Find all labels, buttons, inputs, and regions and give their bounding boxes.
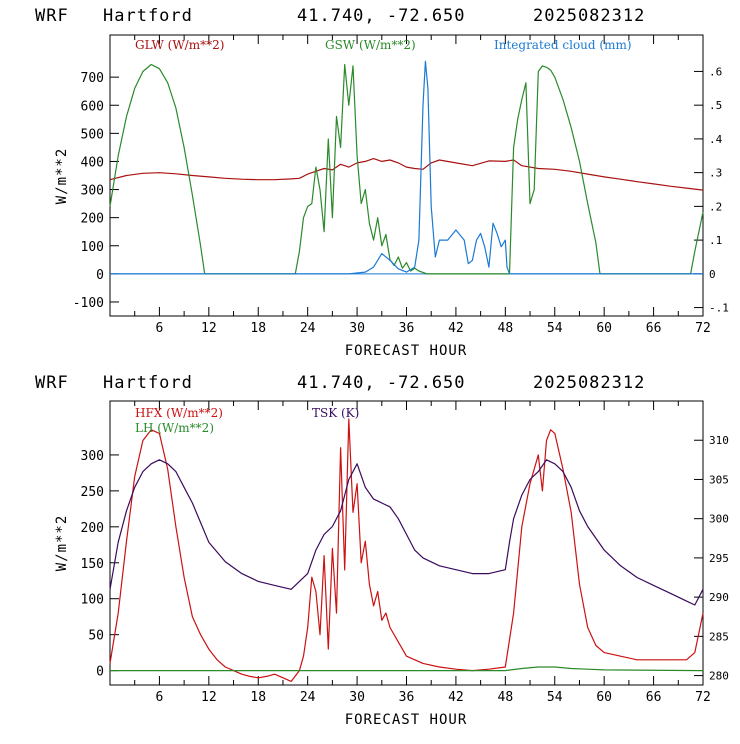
y-tick-label: 0 <box>96 665 104 680</box>
chart-2-x-axis-label: FORECAST HOUR <box>345 712 468 728</box>
header-model: WRF <box>35 6 69 26</box>
y-tick-label: 0 <box>96 268 104 283</box>
x-tick-label: 54 <box>547 321 563 336</box>
chart-2-x-tick-labels: 6 12 18 24 30 36 42 48 54 60 66 72 <box>156 690 711 705</box>
series-line-integrated <box>110 60 703 275</box>
header-init-time: 2025082312 <box>533 6 645 26</box>
chart-2-header: WRF Hartford 41.740, -72.650 2025082312 <box>35 373 645 393</box>
series-line-gsw <box>109 63 704 275</box>
y-tick-label: 500 <box>81 127 104 142</box>
x-tick-label: 36 <box>399 321 415 336</box>
chart-1-x-axis-label: FORECAST HOUR <box>345 343 468 359</box>
x-tick-label: 42 <box>448 321 464 336</box>
y-tick-label: -100 <box>73 296 104 311</box>
x-tick-label: 6 <box>156 321 164 336</box>
legend-gsw: GSW (W/m**2) <box>325 38 416 52</box>
chart-2-y-tick-labels: 0 50 100 150 200 250 300 <box>81 449 104 680</box>
header-location-2: Hartford <box>103 373 193 393</box>
series-line-glw <box>109 158 704 191</box>
x-tick-label: 72 <box>695 690 711 705</box>
x-tick-label: 42 <box>448 690 464 705</box>
y-tick-label: 300 <box>81 449 104 464</box>
series-line-lh <box>110 666 704 672</box>
x-tick-label: 60 <box>596 690 612 705</box>
y-tick-label: 150 <box>81 557 104 572</box>
x-tick-label: 6 <box>156 690 164 705</box>
x-tick-label: 30 <box>349 321 365 336</box>
y-tick-label: 400 <box>81 155 104 170</box>
header-init-time-2: 2025082312 <box>533 373 645 393</box>
header-model-2: WRF <box>35 373 69 393</box>
y2-tick-label: 290 <box>709 591 729 604</box>
y-tick-label: 100 <box>81 240 104 255</box>
x-tick-label: 36 <box>399 690 415 705</box>
header-coords-2: 41.740, -72.650 <box>297 373 466 393</box>
y2-tick-label: .4 <box>709 133 723 146</box>
chart-2-frame <box>109 400 704 686</box>
series-line-tsk <box>109 459 704 606</box>
legend-lh: LH (W/m**2) <box>135 421 214 435</box>
header-location: Hartford <box>103 6 193 26</box>
chart-2-series <box>109 418 704 683</box>
y-tick-label: 250 <box>81 485 104 500</box>
y2-tick-label: 280 <box>709 670 729 683</box>
x-tick-label: 30 <box>349 690 365 705</box>
header-coords: 41.740, -72.650 <box>297 6 466 26</box>
y2-tick-label: 300 <box>709 513 729 526</box>
legend-hfx: HFX (W/m**2) <box>135 406 223 420</box>
x-tick-label: 24 <box>300 690 316 705</box>
legend-tsk: TSK (K) <box>312 406 359 420</box>
x-tick-label: 48 <box>498 690 514 705</box>
chart-2-flux-temperature: 0 50 100 150 200 250 300 280 285 290 295 300 305 310… <box>54 400 729 728</box>
legend-integrated-cloud: Integrated cloud (mm) <box>494 38 632 52</box>
y2-tick-label: 295 <box>709 552 729 565</box>
chart-1-header: WRF Hartford 41.740, -72.650 2025082312 <box>35 6 645 26</box>
x-tick-label: 60 <box>596 321 612 336</box>
y-tick-label: 50 <box>88 629 104 644</box>
x-tick-label: 12 <box>201 690 217 705</box>
y2-tick-label: 0 <box>709 268 716 281</box>
y-tick-label: 100 <box>81 593 104 608</box>
series-line-hfx <box>109 418 704 683</box>
x-tick-label: 66 <box>646 321 662 336</box>
chart-2-y-axis-label: W/m**2 <box>54 515 70 572</box>
y2-tick-label: .2 <box>709 200 722 213</box>
y2-tick-label: .5 <box>709 99 722 112</box>
x-tick-label: 72 <box>695 321 711 336</box>
y2-tick-label: 310 <box>709 434 729 447</box>
chart-1-y-axis-label: W/m**2 <box>54 148 70 205</box>
y2-tick-label: .6 <box>709 65 722 78</box>
x-tick-label: 66 <box>646 690 662 705</box>
x-tick-label: 18 <box>250 321 266 336</box>
x-tick-label: 24 <box>300 321 316 336</box>
chart-2-y2-tick-labels: 280 285 290 295 300 305 310 <box>709 434 729 682</box>
y2-tick-label: 285 <box>709 630 729 643</box>
chart-2-ticks <box>110 401 704 685</box>
x-tick-label: 54 <box>547 690 563 705</box>
y-tick-label: 700 <box>81 71 104 86</box>
y2-tick-label: -.1 <box>709 302 729 315</box>
legend-glw: GLW (W/m**2) <box>135 38 224 52</box>
chart-1-x-tick-labels: 6 12 18 24 30 36 42 48 54 60 66 72 <box>156 321 711 336</box>
chart-1-y-tick-labels: -100 0 100 200 300 400 500 600 700 <box>73 71 104 311</box>
y-tick-label: 600 <box>81 99 104 114</box>
chart-1-y2-tick-labels: -.1 0 .1 .2 .3 .4 .5 .6 <box>709 65 729 314</box>
y-tick-label: 300 <box>81 184 104 199</box>
chart-1-radiation-cloud: -100 0 100 200 300 400 500 600 700 -.1 0 .1 .2 .3 .4.… <box>54 34 729 359</box>
y2-tick-label: .1 <box>709 234 722 247</box>
y2-tick-label: 305 <box>709 473 729 486</box>
y-tick-label: 200 <box>81 212 104 227</box>
chart-1-series <box>109 60 704 275</box>
x-tick-label: 12 <box>201 321 217 336</box>
y2-tick-label: .3 <box>709 167 722 180</box>
x-tick-label: 48 <box>498 321 514 336</box>
x-tick-label: 18 <box>250 690 266 705</box>
y-tick-label: 200 <box>81 521 104 536</box>
